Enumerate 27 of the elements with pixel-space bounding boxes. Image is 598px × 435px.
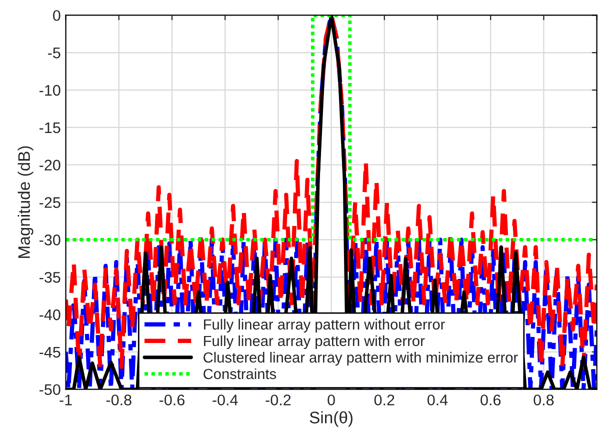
x-axis-title: Sin(θ) xyxy=(310,411,352,427)
legend-label: Constraints xyxy=(204,368,276,380)
y-axis-title: Magnitude (dB) xyxy=(18,146,34,258)
y-tick-label: -10 xyxy=(40,84,60,96)
x-tick-label: -0.4 xyxy=(212,394,238,406)
y-tick-label: -35 xyxy=(40,272,60,283)
x-tick-label: 0.6 xyxy=(480,394,501,406)
x-tick-label: 0.4 xyxy=(427,394,448,406)
y-tick-label: -40 xyxy=(40,309,60,320)
y-tick-label: -20 xyxy=(40,160,60,171)
y-tick-label: -5 xyxy=(48,48,60,58)
y-tick-label: -25 xyxy=(40,197,60,208)
x-tick-label: -1 xyxy=(60,394,72,406)
x-tick-label: 0.2 xyxy=(374,394,394,406)
y-tick-label: -45 xyxy=(40,346,60,358)
x-tick-label: 0 xyxy=(328,394,335,406)
x-tick-label: -0.6 xyxy=(160,394,184,406)
y-tick-label: -50 xyxy=(40,384,60,396)
x-tick-label: -0.8 xyxy=(106,394,132,406)
legend-label: Fully linear array pattern with error xyxy=(204,335,425,350)
legend-label: Clustered linear array pattern with minimize error xyxy=(204,352,518,366)
y-tick-label: -30 xyxy=(40,234,60,246)
y-tick-label: 0 xyxy=(53,10,60,21)
y-tick-label: -15 xyxy=(40,122,60,134)
legend-label: Fully linear array pattern without error xyxy=(204,318,445,332)
x-tick-label: -0.2 xyxy=(266,394,291,406)
x-tick-label: 0.8 xyxy=(534,394,554,406)
